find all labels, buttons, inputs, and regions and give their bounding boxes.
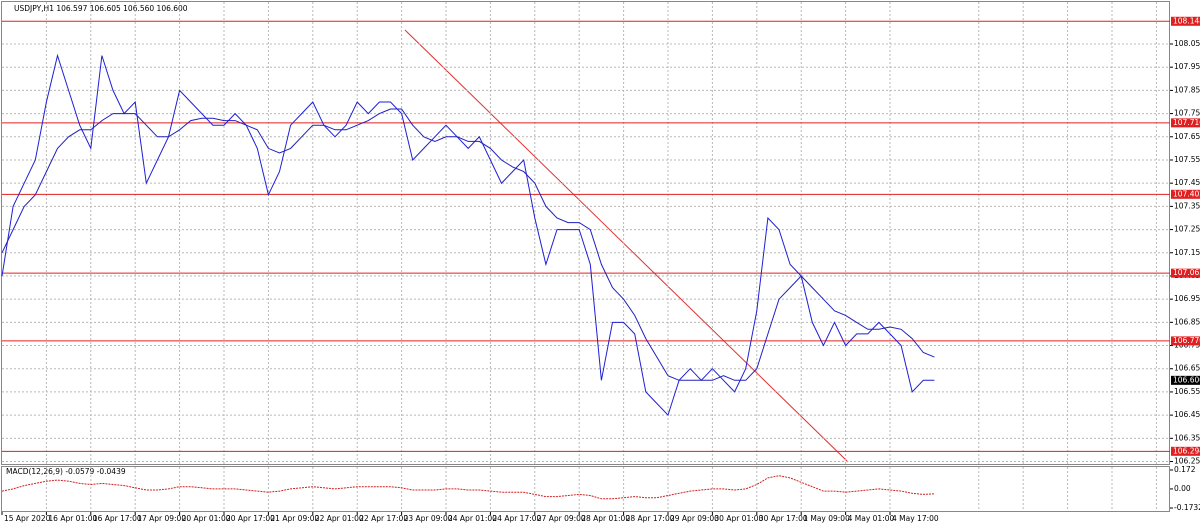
y-tick-label: 107.250 (1174, 225, 1200, 234)
x-tick-label: 30 Apr 01:00 (714, 514, 763, 523)
level-label: 107.062 (1173, 268, 1200, 277)
level-tag (1171, 446, 1200, 456)
x-tick-label: 28 Apr 01:00 (581, 514, 630, 523)
x-tick-label: 22 Apr 17:00 (359, 514, 408, 523)
level-label: 106.770 (1173, 336, 1200, 345)
x-tick-label: 1 May 09:00 (803, 514, 850, 523)
x-tick-label: 4 May 01:00 (848, 514, 895, 523)
level-tag (1171, 268, 1200, 278)
y-tick-label: 107.350 (1174, 201, 1200, 210)
y-tick-label: 106.550 (1174, 387, 1200, 396)
level-label: 107.402 (1173, 189, 1200, 198)
x-tick-label: 30 Apr 17:00 (759, 514, 808, 523)
x-tick-label: 20 Apr 17:00 (226, 514, 275, 523)
price-label: 106.600 (1173, 375, 1200, 384)
y-tick-label: 0.00 (1174, 484, 1191, 493)
trendline (404, 29, 849, 463)
series-line (1, 475, 935, 500)
y-tick-label: 107.650 (1174, 132, 1200, 141)
level-label: 107.710 (1173, 118, 1200, 127)
y-tick-label: 106.650 (1174, 364, 1200, 373)
x-tick-label: 16 Apr 17:00 (93, 514, 142, 523)
y-tick-label: 108.050 (1174, 39, 1200, 48)
x-tick-label: 15 Apr 2020 (4, 514, 51, 523)
level-tag (1171, 16, 1200, 26)
y-tick-label: -0.1732 (1174, 503, 1200, 512)
chart-title: USDJPY,H1 106.597 106.605 106.560 106.60… (14, 4, 188, 13)
series-line (1, 108, 935, 381)
x-tick-label: 24 Apr 17:00 (492, 514, 541, 523)
y-tick-label: 107.850 (1174, 85, 1200, 94)
x-tick-label: 24 Apr 01:00 (448, 514, 497, 523)
series-line (1, 53, 935, 417)
level-label: 106.294 (1173, 446, 1200, 455)
main-panel (1, 1, 1170, 465)
macd-title: MACD(12,26,9) -0.0579 -0.0439 (6, 467, 126, 476)
level-tag (1171, 189, 1200, 199)
y-tick-label: 106.350 (1174, 433, 1200, 442)
y-tick-label: 106.450 (1174, 410, 1200, 419)
x-tick-label: 28 Apr 17:00 (626, 514, 675, 523)
x-tick-label: 16 Apr 01:00 (48, 514, 97, 523)
x-tick-label: 21 Apr 09:00 (270, 514, 319, 523)
y-tick-label: 107.450 (1174, 178, 1200, 187)
y-tick-label: 106.850 (1174, 317, 1200, 326)
price-tag (1171, 375, 1200, 385)
y-tick-label: 107.150 (1174, 248, 1200, 257)
x-tick-label: 20 Apr 01:00 (182, 514, 231, 523)
level-tag (1171, 336, 1200, 346)
y-tick-label: 107.950 (1174, 62, 1200, 71)
level-tag (1171, 118, 1200, 128)
x-tick-label: 29 Apr 09:00 (670, 514, 719, 523)
y-tick-label: 107.750 (1174, 109, 1200, 118)
y-tick-label: 106.950 (1174, 294, 1200, 303)
x-tick-label: 4 May 17:00 (892, 514, 939, 523)
macd-panel (1, 466, 1170, 512)
level-label: 108.148 (1173, 16, 1200, 25)
x-tick-label: 17 Apr 09:00 (137, 514, 186, 523)
y-tick-label: 106.250 (1174, 457, 1200, 466)
y-tick-label: 0.172 (1174, 465, 1196, 474)
x-tick-label: 22 Apr 01:00 (315, 514, 364, 523)
x-tick-label: 27 Apr 09:00 (537, 514, 586, 523)
x-tick-label: 23 Apr 09:00 (404, 514, 453, 523)
y-tick-label: 107.550 (1174, 155, 1200, 164)
